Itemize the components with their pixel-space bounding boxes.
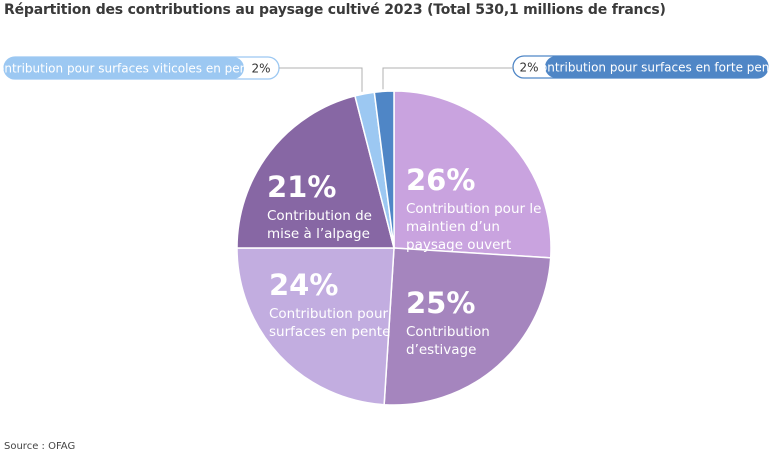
callout-fill — [4, 57, 244, 79]
slice-category-label: surfaces en pente — [269, 324, 390, 340]
slice-category-label: Contribution pour le — [406, 201, 541, 217]
slice-value-label: 21% — [267, 170, 336, 204]
callout-label: Contribution pour surfaces viticoles en … — [0, 62, 259, 76]
pie-slice — [393, 90, 552, 259]
pie-slices — [236, 90, 552, 406]
callout-viticoles: Contribution pour surfaces viticoles en … — [0, 56, 280, 80]
slice-value-label: 24% — [269, 268, 338, 302]
slice-category-label: mise à l’alpage — [267, 226, 370, 242]
callout-label: Contribution pour surfaces en forte pent… — [532, 61, 769, 75]
callout-value: 2% — [519, 61, 538, 75]
callout-value: 2% — [251, 62, 270, 76]
slice-category-label: Contribution pour — [269, 306, 388, 322]
callouts: Contribution pour surfaces viticoles en … — [0, 55, 769, 92]
chart-title: Répartition des contributions au paysage… — [4, 2, 666, 18]
slice-category-label: d’estivage — [406, 342, 476, 358]
callout-forte-pente: Contribution pour surfaces en forte pent… — [512, 55, 769, 79]
leader-line — [382, 67, 513, 90]
slice-category-label: paysage ouvert — [406, 237, 511, 253]
pie-slice — [236, 95, 395, 249]
pie-slice — [236, 247, 395, 406]
slice-category-label: maintien d’un — [406, 219, 500, 235]
pie-slice — [373, 90, 395, 249]
callout-fill — [545, 56, 768, 78]
leader-line — [279, 67, 363, 92]
slice-category-label: Contribution — [406, 324, 490, 340]
slice-value-label: 25% — [406, 286, 475, 320]
slice-value-label: 26% — [406, 163, 475, 197]
pie-slice — [383, 247, 552, 406]
slice-category-label: Contribution de — [267, 208, 372, 224]
source-note: Source : OFAG — [4, 441, 76, 452]
slice-labels: 26% Contribution pour le maintien d’un pays… — [267, 163, 541, 358]
